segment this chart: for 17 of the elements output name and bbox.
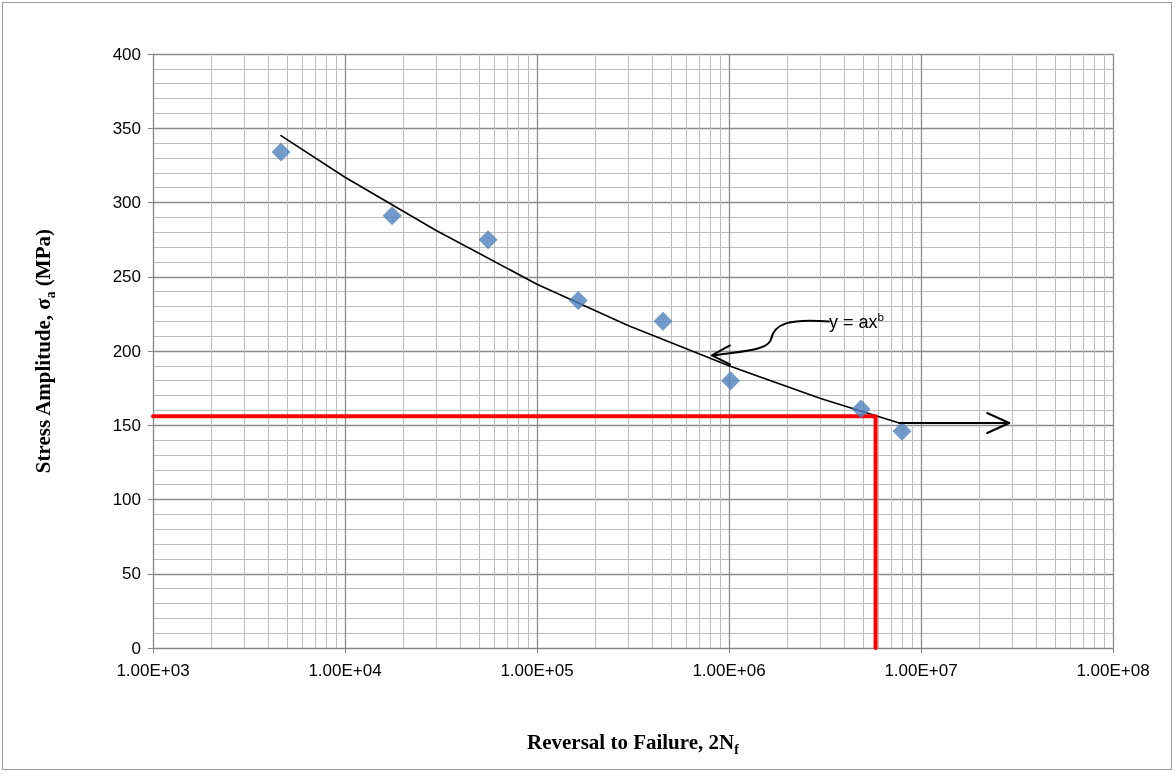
x-tick-label: 1.00E+03	[116, 661, 190, 680]
x-tick-label: 1.00E+04	[308, 661, 382, 680]
y-tick-label: 400	[112, 44, 141, 64]
y-tick-label: 150	[112, 415, 141, 435]
y-tick-label: 0	[131, 638, 141, 658]
x-tick-label: 1.00E+05	[500, 661, 574, 680]
y-tick-label: 200	[112, 341, 141, 361]
x-tick-label: 1.00E+06	[692, 661, 766, 680]
y-tick-label: 50	[122, 564, 141, 584]
y-tick-label: 300	[112, 193, 141, 212]
x-tick-label: 1.00E+08	[1076, 661, 1150, 680]
y-tick-label: 100	[112, 490, 141, 509]
y-tick-label: 350	[112, 118, 141, 138]
annotation: y = ax$^{b}$	[828, 309, 884, 333]
x-axis-title: Reversal to Failure, 2N$_{f}$	[527, 730, 739, 759]
x-tick-label: 1.00E+07	[884, 661, 958, 680]
y-tick-label: 250	[112, 267, 141, 287]
